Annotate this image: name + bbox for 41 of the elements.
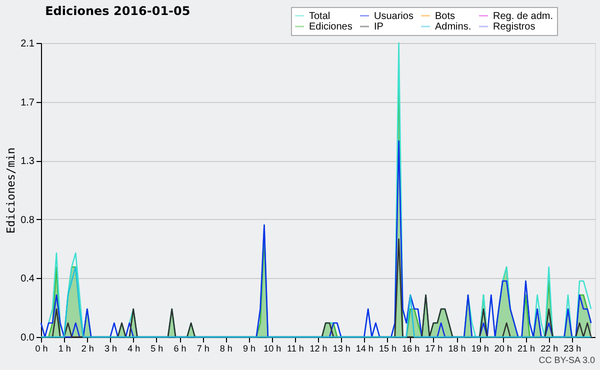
y-tick-label: 0.8 <box>20 214 35 226</box>
y-tick-label: 1.3 <box>20 156 35 168</box>
text: CC BY-SA 3.0 <box>538 355 595 365</box>
x-tick-label: 6 h <box>174 344 186 354</box>
x-tick-label: 23 h <box>564 344 582 354</box>
x-tick-label: 19 h <box>471 344 489 354</box>
legend-label: Ediciones <box>309 22 352 32</box>
x-tick-label: 8 h <box>220 344 232 354</box>
x-tick-label: 17 h <box>425 344 443 354</box>
legend-label: Bots <box>435 10 456 22</box>
legend-label: Usuarios <box>374 10 414 22</box>
legend-label: Admins. <box>435 22 472 32</box>
legend-label: IP <box>374 22 384 32</box>
x-tick-label: 3 h <box>104 344 118 354</box>
y-tick-label: 0.4 <box>20 274 35 285</box>
chart-title: Ediciones 2016-01-05 <box>45 4 190 18</box>
x-tick-label: 0 h <box>35 344 48 354</box>
x-tick-label: 22 h <box>540 344 558 354</box>
x-tick-label: 5 h <box>150 344 164 354</box>
x-tick-label: 13 h <box>332 344 350 354</box>
x-tick-label: 1 h <box>58 344 71 354</box>
x-tick-label: 21 h <box>517 344 536 354</box>
x-tick-label: 15 h <box>378 344 397 354</box>
x-tick-label: 2 h <box>81 344 94 354</box>
legend-label: Registros <box>493 22 536 32</box>
x-tick-label: 4 h <box>128 344 140 354</box>
y-tick-label: 0.0 <box>20 332 35 344</box>
y-axis-title: Ediciones/min <box>4 147 18 234</box>
x-tick-label: 18 h <box>448 344 466 354</box>
x-tick-label: 12 h <box>310 344 328 354</box>
y-tick-label: 2.1 <box>20 38 35 50</box>
y-tick-label: 1.7 <box>20 97 35 108</box>
x-tick-label: 10 h <box>264 344 282 354</box>
x-tick-label: 11 h <box>286 344 304 354</box>
x-tick-label: 7 h <box>196 344 210 354</box>
legend-label: Total <box>309 10 330 22</box>
x-tick-label: 20 h <box>494 344 512 354</box>
x-tick-label: 9 h <box>242 344 256 354</box>
x-tick-label: 16 h <box>402 344 420 354</box>
x-tick-label: 14 h <box>356 344 374 354</box>
legend-label: Reg. de adm. <box>493 10 554 22</box>
